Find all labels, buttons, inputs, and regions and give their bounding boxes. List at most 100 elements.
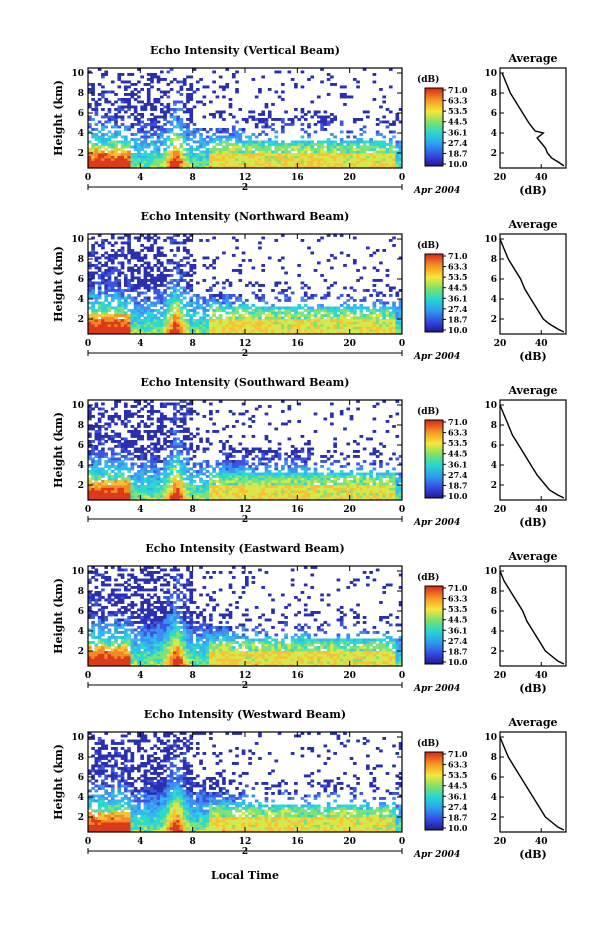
heatmap-cell — [97, 437, 102, 441]
heatmap-cell — [123, 105, 128, 109]
heatmap-cell — [179, 331, 184, 335]
heatmap-cell — [140, 321, 144, 325]
heatmap-cell — [146, 274, 151, 277]
heatmap-cell — [375, 316, 380, 320]
heatmap-cell — [176, 425, 180, 428]
heatmap-cell — [300, 457, 305, 461]
heatmap-cell — [362, 165, 367, 169]
heatmap-cell — [320, 319, 324, 322]
heatmap-cell — [215, 485, 220, 488]
heatmap-cell — [339, 314, 344, 317]
heatmap-cell — [137, 145, 141, 149]
heatmap-cell — [333, 165, 337, 169]
heatmap-cell — [274, 329, 279, 332]
heatmap-cell — [146, 236, 151, 240]
heatmap-cell — [120, 480, 125, 483]
heatmap-cell — [107, 319, 112, 322]
heatmap-cell — [356, 150, 360, 154]
heatmap-cell — [209, 294, 213, 297]
heatmap-cell — [94, 281, 99, 285]
heatmap-cell — [186, 487, 190, 491]
heatmap-cell — [169, 452, 174, 456]
heatmap-cell — [218, 475, 223, 478]
heatmap-cell — [137, 480, 141, 483]
heatmap-cell — [287, 165, 292, 169]
heatmap-cell — [195, 470, 200, 473]
heatmap-cell — [372, 165, 377, 169]
heatmap-cell — [218, 477, 223, 481]
heatmap-cell — [94, 324, 99, 327]
heatmap-cell — [241, 455, 246, 458]
heatmap-cell — [238, 495, 243, 498]
heatmap-cell — [140, 259, 144, 262]
heatmap-cell — [176, 289, 180, 292]
heatmap-cell — [218, 140, 223, 144]
heatmap-cell — [143, 158, 148, 161]
heatmap-cell — [163, 158, 167, 161]
heatmap-cell — [123, 138, 128, 141]
heatmap-cell — [316, 304, 321, 307]
heatmap-cell — [395, 321, 400, 325]
heatmap-cell — [343, 93, 347, 96]
heatmap-cell — [336, 314, 341, 317]
heatmap-cell — [375, 326, 380, 330]
heatmap-cell — [186, 447, 190, 451]
heatmap-cell — [189, 150, 194, 154]
heatmap-cell — [150, 311, 154, 315]
heatmap-cell — [107, 140, 112, 144]
heatmap-cell — [179, 480, 184, 483]
heatmap-cell — [303, 475, 308, 478]
heatmap-cell — [130, 432, 135, 436]
heatmap-cell — [231, 311, 236, 315]
heatmap-cell — [241, 331, 246, 335]
heatmap-cell — [182, 324, 187, 327]
heatmap-cell — [186, 155, 190, 159]
heatmap-cell — [91, 90, 95, 94]
heatmap-cell — [97, 475, 102, 478]
heatmap-cell — [133, 462, 138, 466]
heatmap-cell — [392, 155, 396, 159]
heatmap-cell — [169, 165, 174, 169]
heatmap-cell — [173, 475, 177, 478]
heatmap-cell — [146, 311, 151, 315]
heatmap-cell — [297, 450, 301, 453]
heatmap-cell — [241, 314, 246, 317]
heatmap-cell — [297, 145, 301, 149]
heatmap-cell — [375, 329, 380, 332]
heatmap-cell — [277, 143, 282, 146]
heatmap-cell — [241, 324, 246, 327]
heatmap-cell — [133, 158, 138, 161]
heatmap-cell — [362, 153, 367, 156]
heatmap-cell — [326, 115, 331, 119]
heatmap-cell — [294, 487, 298, 491]
heatmap-cell — [143, 130, 148, 134]
heatmap-cell — [123, 440, 128, 443]
heatmap-cell — [359, 158, 364, 161]
heatmap-cell — [173, 118, 177, 121]
heatmap-cell — [320, 236, 324, 240]
heatmap-cell — [264, 133, 269, 136]
heatmap-cell — [379, 155, 383, 159]
heatmap-cell — [88, 316, 92, 320]
heatmap-cell — [101, 329, 105, 332]
heatmap-cell — [110, 417, 115, 421]
heatmap-cell — [231, 490, 236, 493]
heatmap-cell — [179, 492, 184, 496]
heatmap-cell — [300, 485, 305, 488]
heatmap-cell — [176, 455, 180, 458]
heatmap-cell — [150, 140, 154, 144]
heatmap-cell — [117, 319, 122, 322]
heatmap-cell — [294, 492, 298, 496]
heatmap-cell — [290, 291, 295, 295]
heatmap-cell — [140, 465, 144, 468]
heatmap-cell — [146, 279, 151, 282]
heatmap-cell — [104, 321, 109, 325]
heatmap-cell — [310, 158, 315, 161]
heatmap-cell — [235, 477, 239, 481]
heatmap-cell — [366, 331, 370, 335]
heatmap-cell — [123, 405, 128, 408]
heatmap-cell — [218, 130, 223, 134]
heatmap-cell — [186, 108, 190, 111]
heatmap-cell — [153, 447, 158, 451]
